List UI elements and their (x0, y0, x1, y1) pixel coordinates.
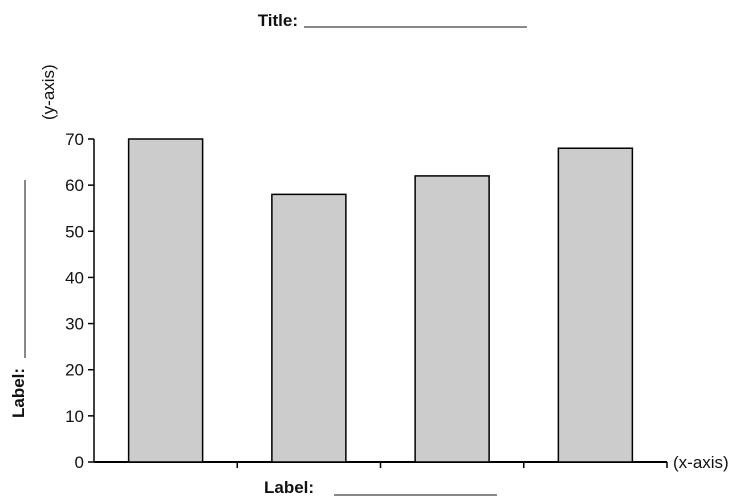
y-axis-label-group: Label: (9, 180, 28, 418)
bar-1 (127, 138, 204, 463)
y-tick-label: 20 (65, 361, 84, 380)
bar-4 (557, 147, 634, 463)
y-tick-label: 40 (65, 268, 84, 287)
y-tick-label: 50 (65, 222, 84, 241)
bars-group (127, 138, 634, 463)
chart-title-prefix: Title: (258, 11, 298, 30)
bar-3 (414, 175, 490, 463)
x-axis-ticks (236, 462, 668, 468)
x-axis-hint: (x-axis) (673, 453, 729, 472)
y-tick-label: 30 (65, 315, 84, 334)
y-axis-label-prefix: Label: (9, 368, 28, 418)
y-tick-label: 0 (75, 453, 84, 472)
x-axis-label-prefix: Label: (264, 478, 314, 497)
y-axis-hint: (y-axis) (39, 64, 58, 120)
y-tick-label: 10 (65, 407, 84, 426)
bar-2 (271, 193, 347, 463)
y-axis-ticks: 0 10 20 30 40 50 60 70 (65, 130, 94, 472)
y-tick-label: 60 (65, 176, 84, 195)
y-tick-label: 70 (65, 130, 84, 149)
